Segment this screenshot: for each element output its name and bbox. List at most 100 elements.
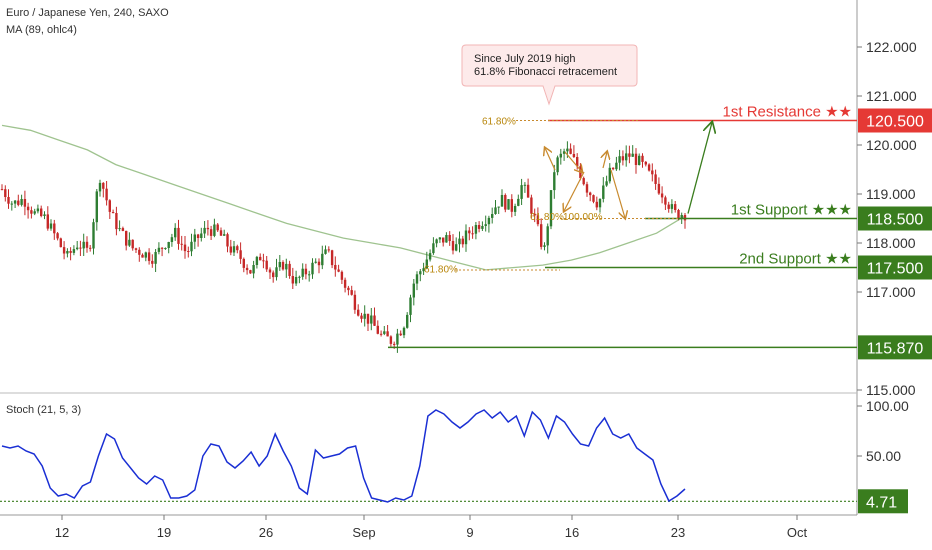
candle-body <box>664 197 667 205</box>
candle-body <box>409 297 412 315</box>
candle-body <box>285 263 288 270</box>
candle-body <box>180 243 183 245</box>
candle-body <box>370 315 373 324</box>
candle-body <box>229 246 232 253</box>
fib-label: 61.80% <box>482 117 516 128</box>
chart-title: Euro / Japanese Yen, 240, SAXO <box>6 7 169 19</box>
level-label: 2nd Support ★★ <box>739 251 852 268</box>
level-price-tag-text: 115.870 <box>867 340 924 357</box>
candle-body <box>102 182 105 189</box>
candle-body <box>4 189 7 197</box>
candle-body <box>167 242 170 248</box>
candle-body <box>288 263 291 276</box>
candle-body <box>311 262 314 275</box>
candle-body <box>69 251 72 253</box>
stoch-indicator-label: Stoch (21, 5, 3) <box>6 404 82 416</box>
candle-body <box>174 227 177 238</box>
candle-body <box>474 225 478 234</box>
candle-body <box>461 238 464 245</box>
candle-body <box>239 250 242 259</box>
axis-layer: 122.000 121.000 120.000 119.000 118.000 117.0… <box>55 39 917 540</box>
candle-body <box>304 268 308 275</box>
candle-body <box>343 279 347 288</box>
candle-body <box>376 325 379 334</box>
candle-body <box>308 274 311 276</box>
candle-body <box>513 206 517 212</box>
candle-body <box>481 226 484 229</box>
candle-body <box>23 199 27 207</box>
candle-body <box>406 314 409 328</box>
candle-body <box>523 184 527 186</box>
candle-body <box>255 256 259 265</box>
candle-body <box>677 210 680 219</box>
candle-body <box>559 153 562 158</box>
candle-body <box>366 313 370 324</box>
candle-body <box>314 261 317 263</box>
candle-body <box>425 259 428 269</box>
candle-body <box>245 267 249 271</box>
candle-body <box>147 252 151 261</box>
candle-body <box>399 333 402 336</box>
fib-callout: Since July 2019 high 61.8% Fibonacci ret… <box>461 44 638 106</box>
candle-body <box>647 164 651 171</box>
level-price-tag <box>858 335 932 360</box>
candle-body <box>363 313 366 319</box>
candle-body <box>589 192 592 196</box>
candle-body <box>602 185 605 199</box>
candle-body <box>615 162 618 170</box>
pattern-arrow <box>610 169 625 218</box>
candle-body <box>360 315 363 319</box>
candle-body <box>115 213 118 230</box>
candle-body <box>683 215 687 221</box>
candle-body <box>330 250 334 266</box>
candle-body <box>670 204 674 209</box>
x-tick-label: 19 <box>157 525 171 540</box>
candle-body <box>317 261 321 266</box>
candle-body <box>79 247 82 249</box>
candle-body <box>618 156 621 163</box>
candle-body <box>56 233 59 239</box>
candle-body <box>151 260 154 264</box>
candle-body <box>500 195 504 207</box>
candle-body <box>272 272 275 278</box>
candle-body <box>294 277 298 284</box>
candle-body <box>569 148 572 154</box>
candle-body <box>389 336 393 344</box>
candle-body <box>232 246 236 253</box>
candle-body <box>549 190 553 227</box>
candle-body <box>291 276 294 284</box>
candle-body <box>526 184 530 198</box>
chart-frame <box>0 0 858 516</box>
candle-body <box>13 200 17 204</box>
candle-body <box>641 155 644 162</box>
candle-body <box>572 154 576 157</box>
candle-body <box>200 233 203 238</box>
y-tick-label: 121.000 <box>866 88 917 104</box>
candle-body <box>33 211 36 214</box>
candle-body <box>275 267 278 278</box>
candle-body <box>667 204 670 209</box>
candle-body <box>17 200 20 205</box>
candle-body <box>43 214 46 216</box>
candle-body <box>592 195 595 202</box>
candle-body <box>268 269 272 273</box>
candle-body <box>76 247 79 250</box>
candle-body <box>125 230 128 246</box>
fib-label: 61.80% <box>530 212 564 223</box>
candle-body <box>477 225 481 229</box>
candle-body <box>651 170 654 175</box>
candle-body <box>53 223 56 234</box>
candle-body <box>265 260 268 270</box>
candle-body <box>36 208 40 212</box>
candle-body <box>141 254 144 258</box>
candle-body <box>321 253 324 266</box>
candle-body <box>82 241 85 249</box>
candle-body <box>121 228 125 231</box>
candle-body <box>223 234 226 236</box>
stoch-layer: 4.71 <box>0 409 908 514</box>
candle-body <box>582 178 585 185</box>
candle-body <box>657 183 661 194</box>
candle-body <box>438 237 442 240</box>
candle-body <box>72 249 76 253</box>
y-tick-label: 122.000 <box>866 39 917 55</box>
